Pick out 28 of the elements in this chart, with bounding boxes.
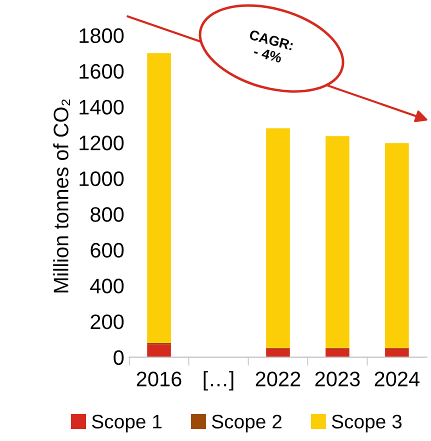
y-tick-label: 0 xyxy=(114,350,124,365)
bar xyxy=(147,53,171,343)
legend-label: Scope 2 xyxy=(212,414,282,432)
bar xyxy=(385,348,409,358)
legend-label: Scope 1 xyxy=(92,414,162,432)
y-tick-label: 1400 xyxy=(80,100,124,115)
y-tick-label: 1800 xyxy=(80,28,124,44)
bar xyxy=(147,344,171,358)
y-tick-label: 1600 xyxy=(80,64,124,79)
x-tick-label: 2022 xyxy=(256,372,300,386)
x-tick-label: 2023 xyxy=(315,372,360,386)
y-tick-label: 400 xyxy=(90,278,124,294)
bar xyxy=(326,136,350,348)
legend-label: Scope 3 xyxy=(332,414,402,432)
annotation: CAGR: - 4% xyxy=(248,30,294,63)
x-tick-label: 2016 xyxy=(136,372,182,386)
y-tick-label: 1000 xyxy=(80,171,124,186)
bar xyxy=(326,348,350,358)
x-tick-label: […] xyxy=(204,371,234,391)
bar xyxy=(266,348,290,358)
y-tick-label: 800 xyxy=(90,207,124,222)
y-tick-label: 200 xyxy=(90,314,124,330)
bar xyxy=(385,143,409,348)
x-tick-label: 2024 xyxy=(374,372,420,386)
bar xyxy=(266,128,290,348)
y-axis-title: Million tonnes of CO₂ xyxy=(53,99,70,292)
y-tick-label: 1200 xyxy=(80,136,124,150)
y-tick-label: 600 xyxy=(90,242,124,258)
